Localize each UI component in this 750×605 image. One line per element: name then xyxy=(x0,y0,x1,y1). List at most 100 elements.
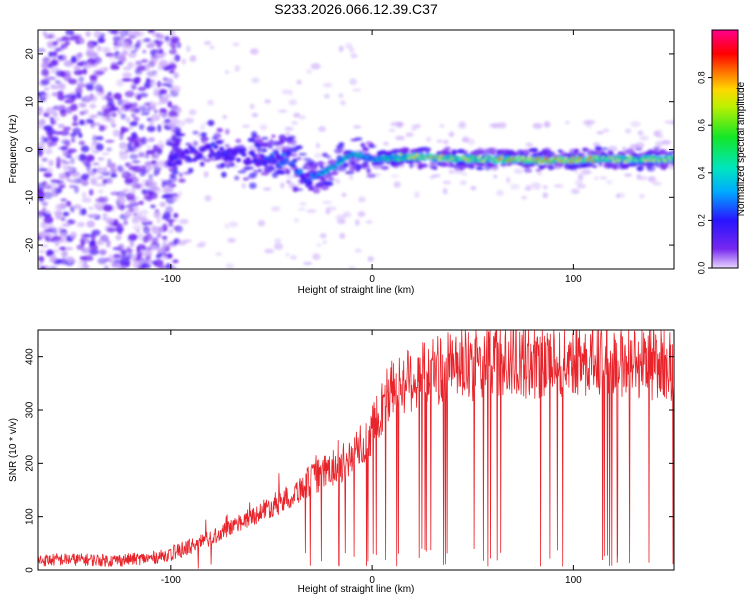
spectrogram-cell xyxy=(192,130,199,135)
spectrogram-blobs xyxy=(38,30,674,272)
spectrogram-cell xyxy=(94,203,101,209)
spectrogram-cell xyxy=(528,147,539,153)
spectrogram-cell xyxy=(125,117,131,123)
spectrogram-cell xyxy=(355,219,360,226)
spectrogram-cell xyxy=(42,31,48,36)
spectrogram-cell xyxy=(154,209,160,213)
spectrogram-cell xyxy=(147,221,153,226)
spectrogram-cell xyxy=(65,151,73,155)
spectrogram-cell xyxy=(260,155,265,158)
spectrogram-cell xyxy=(207,145,211,148)
spectrogram-cell xyxy=(68,219,74,225)
spectrogram-cell xyxy=(222,114,227,120)
snr-x-tick-label: -100 xyxy=(161,575,181,586)
spectrogram-cell xyxy=(41,68,50,77)
spectrogram-cell xyxy=(83,233,93,238)
spectrogram-cell xyxy=(285,168,291,175)
spectrogram-cell xyxy=(225,263,235,269)
spectrogram-cell xyxy=(143,226,151,234)
spectrogram-cell xyxy=(491,122,500,129)
spectrogram-cell xyxy=(586,120,596,125)
spectrogram-cell xyxy=(158,59,169,68)
spectrogram-cell xyxy=(168,60,175,66)
spectrogram-cell xyxy=(131,132,138,139)
spectrogram-cell xyxy=(86,213,93,218)
spectrogram-cell xyxy=(130,50,138,54)
spectrogram-cell xyxy=(665,152,671,156)
spectrogram-cell xyxy=(80,145,90,153)
spectrogram-cell xyxy=(97,157,105,161)
spectrogram-cell xyxy=(176,119,186,127)
spectrogram-cell xyxy=(653,146,661,152)
spectrogram-cell xyxy=(194,150,198,154)
snr-x-tick-label: 100 xyxy=(565,575,582,586)
spectrogram-cell xyxy=(54,80,62,85)
spectrogram-cell xyxy=(269,157,273,161)
spectrogram-cell xyxy=(89,114,98,119)
spectrogram-cell xyxy=(45,107,56,115)
spectrogram-cell xyxy=(136,250,143,258)
spectrogram-cell xyxy=(263,168,268,172)
spectrogram-cell xyxy=(123,103,133,109)
spectrogram-cell xyxy=(383,141,389,146)
spectrogram-cell xyxy=(136,65,146,72)
spectrogram-cell xyxy=(484,165,492,171)
spectrogram-cell xyxy=(48,183,58,192)
spectrogram-cell xyxy=(155,101,163,106)
spectrogram-cell xyxy=(81,61,89,65)
spectrogram-cell xyxy=(521,195,527,200)
spectrogram-cell xyxy=(299,269,305,272)
spectrogram-cell xyxy=(307,178,311,181)
spectrogram-cell xyxy=(65,154,72,159)
spectrogram-cell xyxy=(286,180,291,184)
spectrogram-cell xyxy=(110,112,117,118)
spectrogram-cell xyxy=(50,69,55,75)
spectrogram-cell xyxy=(209,149,214,152)
spectrogram-cell xyxy=(147,30,155,34)
spectrogram-cell xyxy=(150,204,156,209)
spectrogram-cell xyxy=(165,218,176,223)
spectrogram-cell xyxy=(70,31,75,37)
spectrogram-cell xyxy=(156,80,162,88)
spectrogram-cell xyxy=(170,158,174,161)
spectrogram-cell xyxy=(168,70,175,74)
spectrogram-cell xyxy=(249,172,258,176)
spectrogram-cell xyxy=(91,122,102,126)
spectrogram-cell xyxy=(234,175,240,181)
spectrogram-cell xyxy=(137,244,146,249)
spectrogram-cell xyxy=(132,160,141,164)
spectrogram-cell xyxy=(191,148,196,151)
spectrogram-cell xyxy=(659,149,666,155)
spectrogram-cell xyxy=(198,153,203,157)
spectrogram-cell xyxy=(114,258,120,266)
spectrogram-cell xyxy=(573,148,580,154)
spectrogram-cell xyxy=(280,182,285,189)
spectrogram-cell xyxy=(337,219,346,225)
spectrogram-cell xyxy=(88,189,94,196)
colorbar-gradient xyxy=(711,29,739,269)
spectrogram-cell xyxy=(141,189,147,195)
spectrogram-cell xyxy=(215,252,222,256)
spectrogram-cell xyxy=(661,140,672,145)
spectrogram-cell xyxy=(192,140,199,147)
spectrogram-cell xyxy=(655,140,663,148)
spectrogram-cell xyxy=(380,165,389,170)
spectrogram-cell xyxy=(237,170,247,174)
spectrogram-cell xyxy=(310,63,321,70)
spectrogram-cell xyxy=(41,207,47,215)
spectrogram-cell xyxy=(156,217,161,224)
spectrogram-cell xyxy=(171,37,179,44)
spectrogram-cell xyxy=(92,162,100,166)
spectrogram-cell xyxy=(112,190,117,196)
spectrogram-cell xyxy=(78,140,86,146)
snr-frame xyxy=(37,329,675,571)
spectrogram-cell xyxy=(110,173,118,178)
spectrogram-cell xyxy=(285,174,296,180)
spectrogram-cell xyxy=(121,78,132,82)
spectrogram-cell xyxy=(639,193,645,199)
spectrogram-cell xyxy=(95,143,104,151)
spectrogram-cell xyxy=(568,164,578,171)
spectrogram-cell xyxy=(587,124,593,128)
spectrogram-cell xyxy=(479,162,487,167)
spectrogram-cell xyxy=(637,130,644,136)
